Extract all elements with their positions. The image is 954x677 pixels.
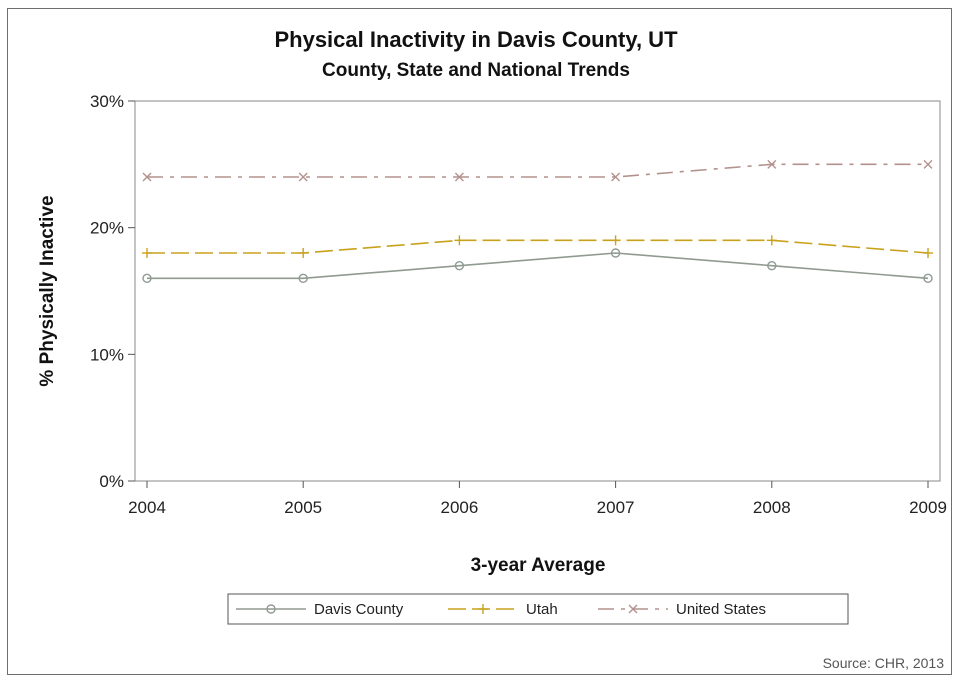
data-point [454,172,464,182]
x-marker-b [142,172,152,182]
y-tick-label: 0% [99,472,124,491]
legend-label: United States [676,601,766,618]
y-tick-label: 30% [90,92,124,111]
x-axis: 2004 2005 2006 2007 2008 2009 [128,481,947,517]
x-tick-label: 2005 [284,498,322,517]
series-line [147,252,929,280]
y-tick-label: 10% [90,345,124,364]
chart-subtitle: County, State and National Trends [322,60,630,81]
data-point [923,159,933,169]
plot-area [134,100,941,482]
data-point [766,235,777,246]
legend-marker [478,604,488,614]
legend-marker [266,604,276,614]
x-tick-label: 2008 [753,498,791,517]
y-axis: 0% 10% 20% 30% [90,92,135,491]
x-marker-b [454,172,464,182]
source-note: Source: CHR, 2013 [823,655,945,671]
data-point [454,260,465,271]
x-marker-b [611,172,621,182]
data-point [767,159,777,169]
legend-item-davis-county: Davis County [236,601,404,618]
data-point [923,248,933,258]
x-marker-b [923,159,933,169]
legend-label: Davis County [314,601,404,618]
series-layer [142,159,933,284]
x-axis-label: 3-year Average [471,555,606,576]
data-point [142,248,152,258]
data-point [142,172,152,182]
legend-item-utah: Utah [448,601,558,618]
data-point [923,273,933,284]
chart-title: Physical Inactivity in Davis County, UT [274,27,678,52]
data-point [767,260,777,271]
x-marker-b [767,159,777,169]
legend-item-united-states: United States [598,601,766,618]
data-point [298,248,309,258]
legend-marker [628,604,638,614]
x-marker-b [298,172,308,182]
y-axis-label: % Physically Inactive [37,195,58,386]
series-utah [142,235,933,258]
data-point [298,273,308,284]
series-davis-county [142,248,933,284]
legend-label: Utah [526,601,558,618]
line-chart: Physical Inactivity in Davis County, UT … [37,27,947,671]
x-tick-label: 2006 [440,498,478,517]
data-point [298,172,308,182]
x-tick-label: 2004 [128,498,166,517]
series-line [147,239,929,254]
data-point [142,273,152,284]
data-point [610,235,621,246]
data-point [454,235,465,246]
y-tick-label: 20% [90,219,124,238]
data-point [610,248,621,258]
x-marker-b [628,604,638,614]
series-united-states [142,159,933,182]
chart-frame: Physical Inactivity in Davis County, UT … [7,8,952,675]
data-point [611,172,621,182]
legend: Davis County Utah United States [227,593,849,625]
legend-box [227,593,849,625]
series-line [147,163,928,178]
x-tick-label: 2007 [597,498,635,517]
x-tick-label: 2009 [909,498,947,517]
